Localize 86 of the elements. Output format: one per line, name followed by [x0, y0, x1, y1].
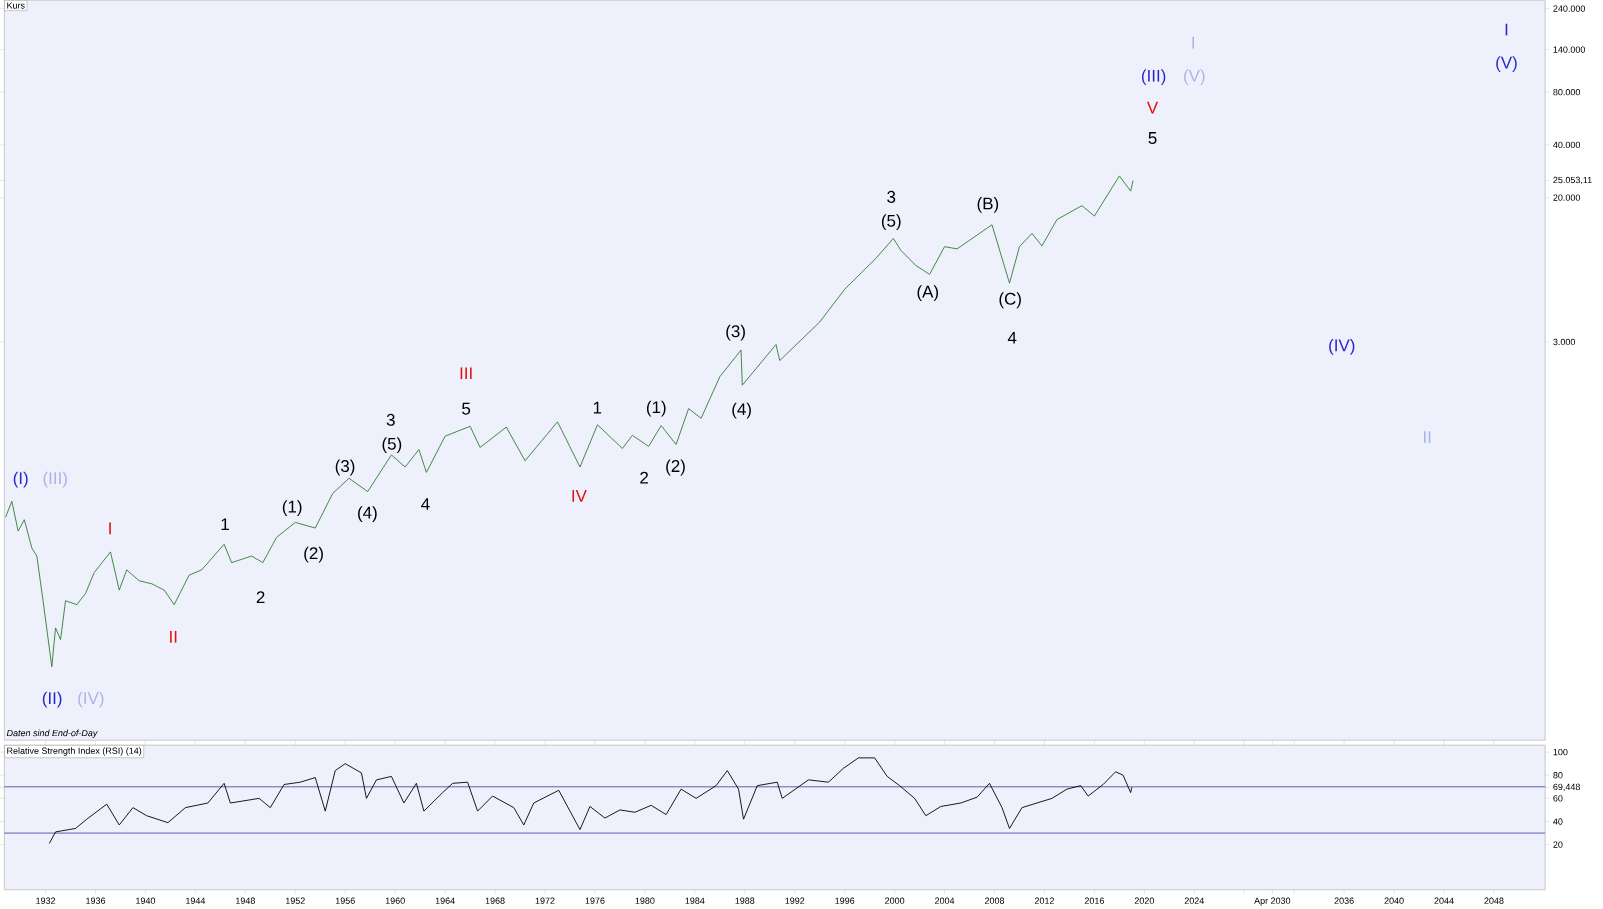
- y-tick-label: 25.053,11: [1553, 176, 1592, 185]
- annotation: I: [1505, 23, 1508, 36]
- annotation: V: [1146, 101, 1159, 114]
- x-tick-label: 1976: [585, 897, 605, 904]
- line-series: [5, 175, 1134, 668]
- x-tick-label: 1948: [236, 897, 255, 904]
- annotation: (IV): [1329, 338, 1355, 355]
- x-tick-label: 1940: [136, 897, 156, 904]
- y-tick-label: 240.000: [1553, 5, 1586, 12]
- x-tick-label: 1960: [385, 897, 405, 904]
- annotation: (A): [917, 285, 939, 302]
- annotation: (5): [881, 214, 901, 231]
- x-tick-label: 1980: [635, 897, 655, 904]
- x-tick-label: 2012: [1034, 897, 1054, 904]
- x-tick-label: 2016: [1084, 897, 1104, 904]
- x-tick-label: 1936: [86, 897, 106, 904]
- chart-title: Relative Strength Index (RSI) (14): [7, 747, 142, 756]
- x-tick-label: 1996: [835, 897, 855, 904]
- x-tick-label: 1964: [435, 897, 455, 904]
- annotation: IV: [572, 490, 587, 502]
- x-tick-label: 1992: [785, 897, 805, 904]
- annotation: (II): [42, 691, 62, 708]
- x-tick-label: 1932: [36, 897, 56, 904]
- annotation: (4): [358, 506, 377, 522]
- y-tick-label: 140.000: [1553, 46, 1586, 53]
- annotation: (5): [382, 437, 402, 454]
- x-tick-label: 2008: [984, 897, 1005, 904]
- chart-title: Kurs: [7, 2, 25, 9]
- x-tick-label: 1956: [335, 897, 355, 904]
- annotation: II: [170, 630, 177, 643]
- annotation: (C): [999, 292, 1021, 309]
- annotation: (3): [335, 459, 355, 476]
- x-tick-label: Apr 2030: [1254, 897, 1291, 906]
- y-tick-label: 3.000: [1553, 338, 1576, 346]
- x-tick-label: 2044: [1434, 897, 1454, 904]
- annotation: 4: [1007, 331, 1017, 344]
- annotation: (I): [13, 471, 28, 488]
- x-tick-label: 2020: [1134, 897, 1154, 904]
- x-tick-label: 1944: [186, 897, 206, 904]
- x-tick-label: 1984: [685, 897, 705, 904]
- annotation: Daten sind End-of-Day: [6, 729, 98, 738]
- annotation: (V): [1184, 69, 1205, 86]
- y-tick-label: 40.000: [1553, 141, 1581, 149]
- line-series: [48, 757, 1133, 844]
- annotation: II: [1423, 431, 1431, 443]
- annotation: I: [109, 522, 111, 535]
- annotation: (1): [282, 500, 302, 516]
- annotation: (2): [666, 459, 685, 476]
- annotation: (V): [1496, 56, 1517, 72]
- annotation: 4: [421, 498, 430, 510]
- annotation: 5: [462, 402, 471, 415]
- x-tick-label: 2048: [1484, 897, 1504, 904]
- y-tick-label: 60: [1553, 795, 1563, 802]
- annotation: (III): [43, 471, 67, 488]
- annotation: I: [1192, 36, 1195, 49]
- annotation: (3): [726, 324, 745, 341]
- annotation: 1: [593, 401, 602, 414]
- x-tick-label: 1968: [485, 897, 505, 904]
- x-tick-label: 2040: [1384, 897, 1404, 904]
- y-tick-label: 20: [1553, 841, 1563, 848]
- x-tick-label: 2036: [1334, 897, 1354, 904]
- y-tick-label: 80: [1553, 772, 1563, 779]
- annotation: III: [460, 367, 472, 380]
- annotation: 5: [1148, 132, 1157, 144]
- x-tick-label: 1972: [535, 897, 555, 904]
- annotation: 3: [386, 413, 395, 426]
- x-tick-label: 2000: [885, 897, 905, 904]
- y-tick-label: 20.000: [1553, 194, 1581, 201]
- annotation: (1): [646, 400, 666, 417]
- annotation: (III): [1141, 69, 1166, 86]
- x-tick-label: 2004: [935, 897, 955, 904]
- y-tick-label: 100: [1553, 748, 1568, 756]
- annotation: (B): [977, 197, 999, 213]
- annotation: 1: [221, 518, 229, 531]
- y-tick-label: 69,448: [1553, 783, 1580, 792]
- x-tick-label: 1952: [285, 897, 305, 904]
- annotation: (4): [732, 402, 751, 419]
- annotation: 3: [887, 190, 896, 203]
- y-tick-label: 40: [1553, 818, 1563, 825]
- y-tick-label: 80.000: [1553, 88, 1581, 96]
- x-tick-label: 2024: [1184, 897, 1204, 904]
- annotation: 2: [256, 591, 265, 604]
- annotation: 2: [640, 471, 648, 484]
- annotation: (2): [304, 546, 323, 563]
- annotation: (IV): [78, 691, 104, 708]
- x-tick-label: 1988: [735, 897, 755, 904]
